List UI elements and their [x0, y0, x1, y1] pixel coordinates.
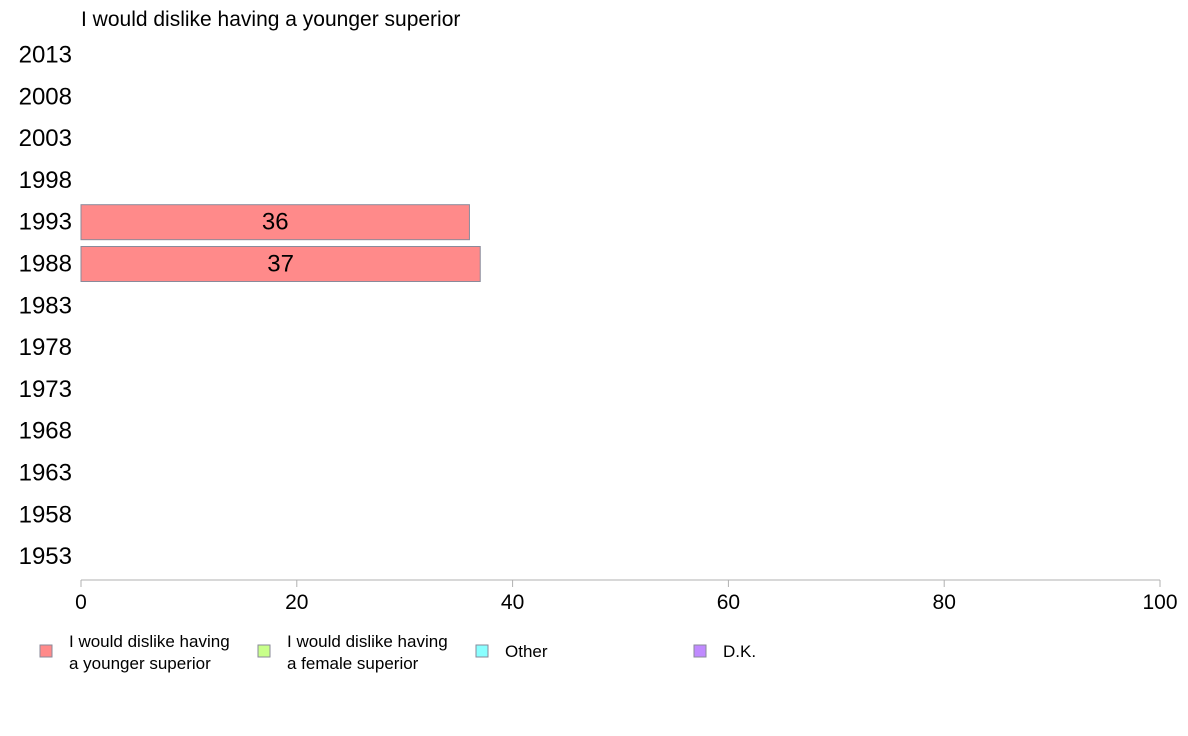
- legend-label: Other: [505, 642, 548, 661]
- bar-1988: [80, 246, 481, 282]
- legend: I would dislike having a younger superior…: [39, 632, 756, 673]
- y-tick-label-2013: 2013: [19, 42, 72, 69]
- y-tick-label-2008: 2008: [19, 83, 72, 110]
- legend-label: a younger superior: [69, 654, 211, 673]
- x-tick-label-0: 0: [75, 591, 87, 614]
- x-axis: 0 20 40 60 80 100: [75, 579, 1178, 614]
- legend-swatch: [39, 644, 53, 658]
- y-tick-label-1963: 1963: [19, 460, 72, 487]
- y-tick-label-1968: 1968: [19, 418, 72, 445]
- legend-label: a female superior: [287, 654, 419, 673]
- chart-title: I would dislike having a younger superio…: [81, 8, 460, 31]
- bar-1993: [80, 204, 470, 241]
- y-tick-label-1958: 1958: [19, 501, 72, 528]
- x-tick-label-40: 40: [501, 591, 524, 614]
- y-axis-labels: 2013 2008 2003 1998 1993 1988 1983 1978 1973 1968…: [19, 42, 72, 571]
- bar-value-label-1993: 36: [262, 209, 289, 236]
- y-tick-label-1973: 1973: [19, 376, 72, 403]
- legend-swatch: [475, 644, 489, 658]
- legend-swatch: [693, 644, 707, 658]
- y-tick-label-1983: 1983: [19, 292, 72, 319]
- y-tick-label-1953: 1953: [19, 543, 72, 570]
- legend-swatch: [257, 644, 271, 658]
- y-tick-label-1993: 1993: [19, 209, 72, 236]
- bars: 36 37: [80, 204, 481, 282]
- x-tick-label-100: 100: [1142, 591, 1177, 614]
- legend-label: I would dislike having: [287, 632, 448, 651]
- x-tick-label-20: 20: [285, 591, 308, 614]
- y-tick-label-1998: 1998: [19, 167, 72, 194]
- bar-value-label-1988: 37: [267, 251, 294, 278]
- y-tick-label-1988: 1988: [19, 251, 72, 278]
- x-tick-label-60: 60: [717, 591, 740, 614]
- y-tick-label-1978: 1978: [19, 334, 72, 361]
- x-tick-label-80: 80: [933, 591, 956, 614]
- legend-label: I would dislike having: [69, 632, 230, 651]
- y-tick-label-2003: 2003: [19, 125, 72, 152]
- legend-label: D.K.: [723, 642, 756, 661]
